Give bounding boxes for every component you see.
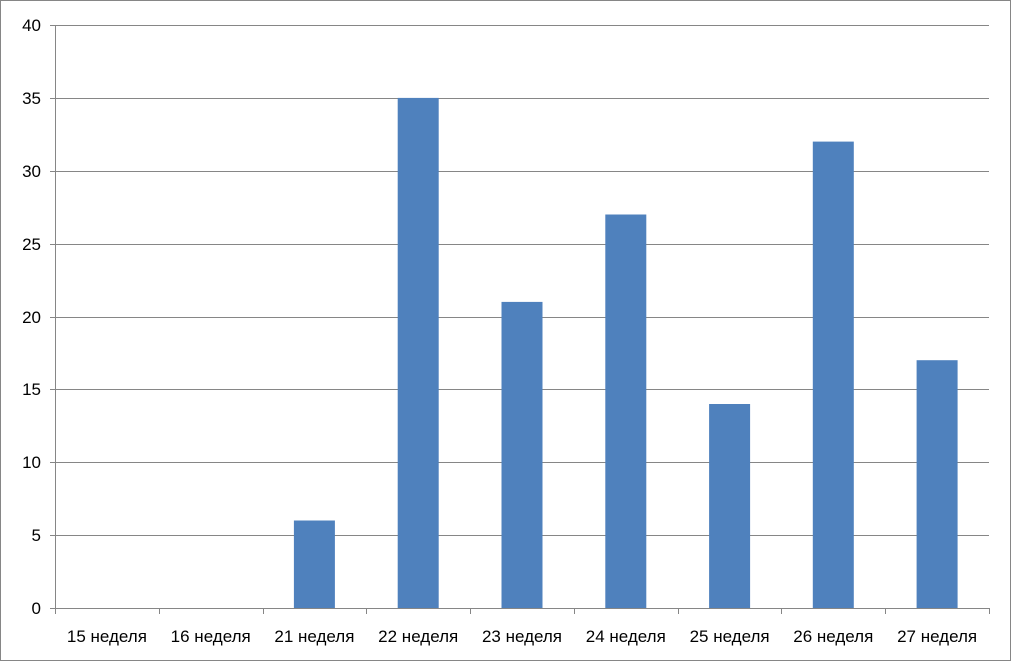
x-tick-label: 15 неделя — [67, 627, 147, 646]
x-tick-label: 22 неделя — [378, 627, 458, 646]
y-tick-label: 15 — [22, 380, 41, 399]
x-tick-label: 26 неделя — [793, 627, 873, 646]
y-tick-label: 35 — [22, 89, 41, 108]
x-tick-label: 21 неделя — [274, 627, 354, 646]
x-axis-tick-labels: 15 неделя 16 неделя 21 неделя 22 неделя 23 н… — [67, 627, 977, 646]
y-tick-label: 40 — [22, 16, 41, 35]
y-tick-label: 0 — [32, 599, 41, 618]
bar — [397, 97, 439, 609]
x-tick-label: 23 неделя — [482, 627, 562, 646]
bar — [916, 360, 958, 608]
y-tick-label: 25 — [22, 235, 41, 254]
x-tick-label: 25 неделя — [690, 627, 770, 646]
x-tick-label: 16 неделя — [171, 627, 251, 646]
y-tick-label: 10 — [22, 453, 41, 472]
x-tick-label: 24 неделя — [586, 627, 666, 646]
y-tick-label: 5 — [32, 526, 41, 545]
bar — [605, 214, 647, 608]
bar — [709, 404, 751, 608]
y-axis-tick-labels: 0 5 10 15 20 25 30 35 40 — [22, 16, 41, 618]
x-tick-label: 27 неделя — [897, 627, 977, 646]
bars — [293, 97, 958, 609]
axes — [50, 25, 990, 614]
y-tick-label: 20 — [22, 308, 41, 327]
bar — [293, 520, 335, 608]
y-tick-label: 30 — [22, 162, 41, 181]
bar — [812, 141, 854, 608]
bar — [501, 301, 543, 608]
